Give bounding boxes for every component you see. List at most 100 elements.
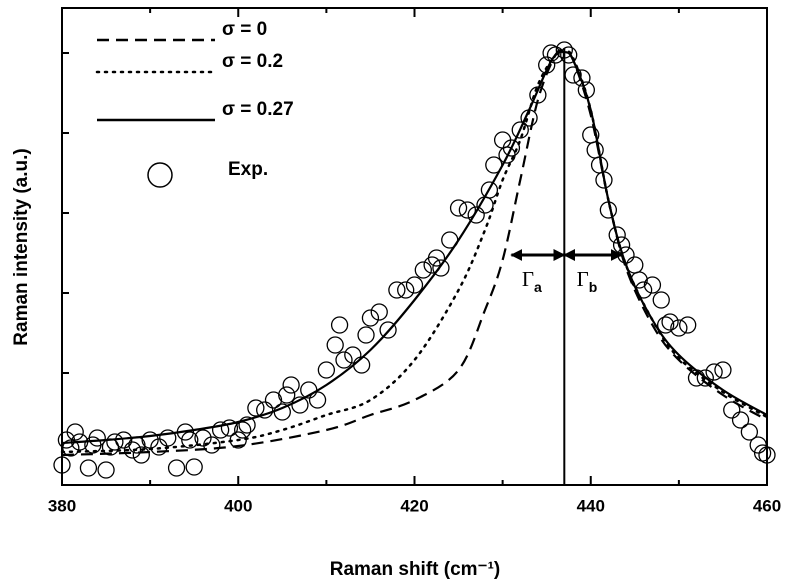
data-point [467, 206, 485, 224]
data-point [326, 336, 344, 354]
data-point [388, 281, 406, 299]
data-point [106, 433, 124, 451]
x-tick-label: 420 [400, 496, 428, 515]
data-point [352, 356, 371, 374]
width-subscript: a [534, 279, 542, 295]
data-point [657, 316, 675, 334]
data-point [278, 386, 296, 404]
data-point [88, 429, 106, 447]
data-point [749, 436, 767, 454]
data-point [273, 403, 291, 421]
x-tick-label: 380 [48, 496, 76, 515]
data-point [220, 419, 239, 437]
data-point [480, 181, 499, 199]
data-point [150, 438, 168, 456]
data-point [291, 396, 309, 414]
data-point [123, 441, 142, 459]
data-point [458, 201, 477, 219]
data-point [630, 271, 648, 289]
data-point [379, 321, 397, 339]
series-line [60, 50, 769, 454]
data-point [115, 431, 133, 449]
data-point [238, 416, 256, 434]
data-point [344, 346, 362, 364]
data-point [194, 429, 212, 447]
data-point [723, 401, 741, 419]
data-point [66, 423, 84, 441]
data-point [97, 461, 115, 479]
data-point [229, 431, 247, 449]
data-point [612, 236, 631, 254]
data-point [714, 361, 732, 379]
data-point [634, 281, 653, 299]
series-line [61, 50, 768, 445]
legend-label: σ = 0 [222, 19, 267, 40]
data-point [181, 431, 199, 449]
data-point [758, 446, 776, 464]
y-axis-label: Raman intensity (a.u.) [11, 148, 32, 345]
data-point [586, 141, 604, 159]
legend-label: σ = 0.2 [222, 51, 283, 72]
data-point [141, 431, 159, 449]
data-point [79, 459, 98, 477]
data-point [185, 458, 203, 476]
data-point [626, 256, 644, 274]
data-point [560, 46, 578, 64]
legend-marker [147, 162, 173, 188]
data-point [696, 369, 714, 387]
data-point [176, 423, 195, 441]
data-point [282, 376, 300, 394]
data-point [317, 361, 336, 379]
data-point [70, 433, 89, 451]
data-point [564, 66, 582, 84]
data-point [731, 411, 750, 429]
width-symbol: Γ [522, 267, 534, 291]
data-point [264, 391, 283, 409]
data-point [555, 41, 573, 59]
data-point [300, 381, 318, 399]
data-point [740, 423, 759, 441]
data-point [256, 401, 274, 419]
data-point [128, 436, 146, 454]
data-point [234, 421, 252, 439]
data-point [511, 121, 529, 139]
data-point [661, 313, 679, 331]
data-point [167, 459, 186, 477]
data-point [652, 291, 670, 309]
data-point [62, 439, 80, 457]
data-point [53, 456, 71, 474]
data-point [577, 81, 595, 99]
data-point [485, 156, 503, 174]
data-point [361, 309, 380, 327]
data-point [330, 316, 349, 334]
data-point [608, 226, 626, 244]
series-line [61, 49, 768, 457]
data-point [203, 436, 221, 454]
width-label: Γb [577, 267, 598, 295]
data-point [679, 316, 697, 334]
data-point [308, 391, 327, 409]
data-point [247, 399, 265, 417]
data-point [449, 199, 468, 217]
x-tick-label: 440 [577, 496, 605, 515]
data-point [132, 446, 150, 464]
data-point [529, 86, 547, 104]
x-tick-label: 400 [224, 496, 252, 515]
data-point [159, 429, 177, 447]
width-label: Γa [522, 267, 542, 295]
data-point [427, 249, 446, 267]
data-point [573, 69, 591, 87]
data-point [595, 171, 613, 189]
data-point [432, 259, 450, 277]
legend-label: σ = 0.27 [222, 99, 294, 120]
data-point [441, 231, 459, 249]
x-tick-label: 460 [753, 496, 781, 515]
data-point [705, 363, 723, 381]
width-symbol: Γ [577, 267, 589, 291]
data-point [617, 246, 635, 264]
data-point [414, 261, 432, 279]
data-point [538, 56, 556, 74]
data-point [546, 46, 565, 64]
